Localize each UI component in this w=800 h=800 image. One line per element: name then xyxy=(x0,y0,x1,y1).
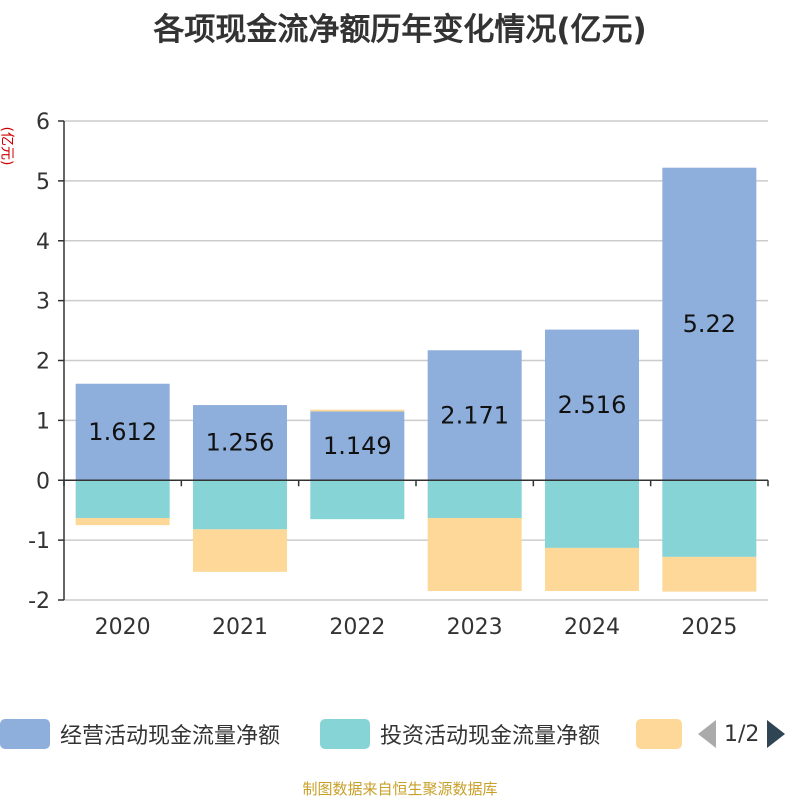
data-label-2025: 5.22 xyxy=(683,310,736,338)
bar-2025-series-0 xyxy=(662,167,757,481)
x-tick-label-2024: 2024 xyxy=(564,615,620,640)
bar-2020-series-0 xyxy=(75,383,170,481)
chart-title: 各项现金流净额历年变化情况(亿元) xyxy=(153,12,647,48)
bar-2022-series-0 xyxy=(310,411,405,481)
data-label-2024: 2.516 xyxy=(558,391,627,419)
bar-chart: 6 5 4 3 2 1 0 -1 -2 2020 2021 2022 2023 2024 2025 1.61… xyxy=(28,110,769,640)
legend-swatch-operating xyxy=(0,719,50,749)
grid-lines xyxy=(64,120,768,601)
bar-2022-series-2 xyxy=(310,409,405,412)
y-tick-label: 1 xyxy=(36,409,50,434)
bar-2023-series-2 xyxy=(427,517,522,592)
bar-2021-series-2 xyxy=(193,529,287,572)
x-tick-label-2022: 2022 xyxy=(329,615,385,640)
bars xyxy=(75,167,757,592)
y-tick-label: 0 xyxy=(36,469,50,494)
axes: 6 5 4 3 2 1 0 -1 -2 2020 2021 2022 2023 2024 2025 xyxy=(28,110,769,640)
y-tick-label: -1 xyxy=(28,529,50,554)
legend-item-investing[interactable]: 投资活动现金流量净额 xyxy=(320,716,600,752)
x-tick-label-2020: 2020 xyxy=(95,615,151,640)
legend-swatch-financing xyxy=(636,719,682,749)
x-tick-label-2025: 2025 xyxy=(681,615,737,640)
y-tick-label: 6 xyxy=(36,110,50,135)
data-label-2020: 1.612 xyxy=(88,418,157,446)
y-tick-label: 5 xyxy=(36,170,50,195)
bar-2025-series-2 xyxy=(662,556,757,592)
legend-label-investing: 投资活动现金流量净额 xyxy=(380,724,601,749)
legend-label-operating: 经营活动现金流量净额 xyxy=(60,724,281,749)
bar-2021-series-1 xyxy=(193,480,287,530)
legend-prev-page-icon[interactable] xyxy=(698,720,716,748)
y-tick-label: -2 xyxy=(28,589,50,614)
legend-item-financing[interactable] xyxy=(636,716,682,752)
bar-2020-series-1 xyxy=(75,480,170,518)
data-labels: 1.612 1.256 1.149 2.171 2.516 5.22 xyxy=(88,310,736,460)
bar-2022-series-1 xyxy=(310,480,405,520)
legend-next-page-icon[interactable] xyxy=(767,720,786,748)
bar-2024-series-0 xyxy=(545,329,639,481)
source-footer: 制图数据来自恒生聚源数据库 xyxy=(302,780,498,798)
data-label-2021: 1.256 xyxy=(206,429,275,457)
y-tick-label: 4 xyxy=(36,230,50,255)
x-tick-label-2021: 2021 xyxy=(212,615,268,640)
y-tick-label: 2 xyxy=(36,350,50,375)
data-label-2022: 1.149 xyxy=(323,432,392,460)
bar-2023-series-0 xyxy=(427,350,522,481)
legend-swatch-investing xyxy=(320,719,370,749)
bar-2023-series-1 xyxy=(427,480,522,518)
x-tick-label-2023: 2023 xyxy=(447,615,503,640)
legend: 经营活动现金流量净额 投资活动现金流量净额 xyxy=(0,716,800,752)
bar-2024-series-2 xyxy=(545,547,639,592)
legend-item-operating[interactable]: 经营活动现金流量净额 xyxy=(0,716,280,752)
bar-2025-series-1 xyxy=(662,480,757,557)
bar-2020-series-2 xyxy=(75,517,170,526)
legend-pager: 1/2 xyxy=(698,716,786,752)
bar-2024-series-1 xyxy=(545,480,639,548)
y-tick-label: 3 xyxy=(36,290,50,315)
bar-2021-series-0 xyxy=(193,405,287,481)
legend-page-indicator: 1/2 xyxy=(724,721,760,747)
data-label-2023: 2.171 xyxy=(440,401,509,429)
